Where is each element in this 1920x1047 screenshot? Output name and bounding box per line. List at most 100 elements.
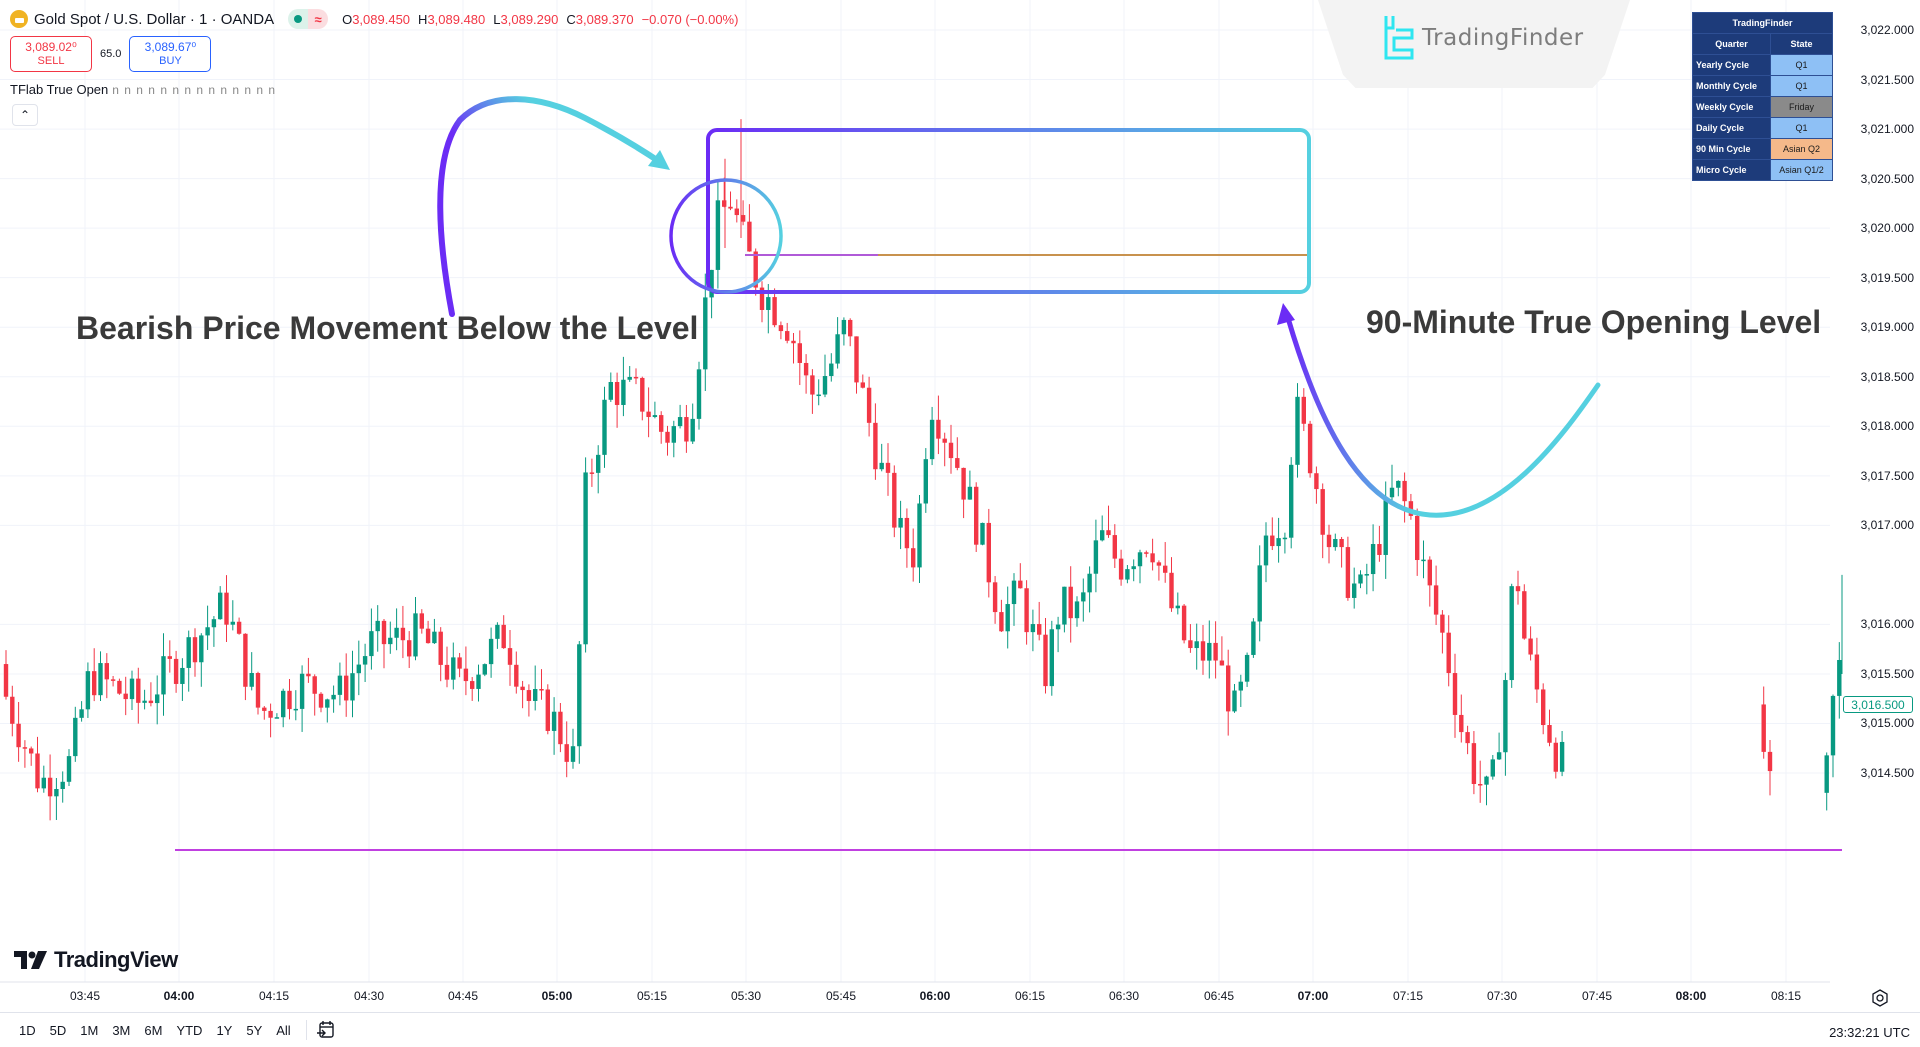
tradingfinder-cycle-table: TradingFinder Quarter State Yearly Cycle… bbox=[1692, 12, 1833, 181]
indicator-legend[interactable]: TFlab True Open n n n n n n n n n n n n … bbox=[10, 82, 276, 97]
utc-clock[interactable]: 23:32:21 UTC bbox=[1829, 1025, 1910, 1040]
range-button-all[interactable]: All bbox=[276, 1022, 291, 1038]
range-button-1y[interactable]: 1Y bbox=[216, 1022, 233, 1038]
table-header-quarter: Quarter bbox=[1692, 33, 1771, 55]
low-value: 3,089.290 bbox=[500, 11, 559, 27]
price-tick-label: 3,015.000 bbox=[1860, 716, 1914, 731]
price-tick-label: 3,015.500 bbox=[1860, 666, 1914, 681]
buy-label: BUY bbox=[159, 55, 182, 67]
price-tick-label: 3,021.500 bbox=[1860, 72, 1914, 87]
candlestick-series bbox=[3, 119, 1843, 821]
range-button-1m[interactable]: 1M bbox=[80, 1022, 99, 1038]
open-value: 3,089.450 bbox=[352, 11, 411, 27]
cycle-label: Weekly Cycle bbox=[1692, 96, 1771, 118]
cycle-label: Micro Cycle bbox=[1692, 159, 1771, 181]
date-range-buttons: 1D 5D 1M 3M 6M YTD 1Y 5Y All bbox=[0, 1023, 298, 1038]
chart-grid bbox=[0, 0, 1830, 983]
bottom-toolbar: 1D 5D 1M 3M 6M YTD 1Y 5Y All bbox=[0, 1012, 1920, 1047]
cycle-state: Asian Q2 bbox=[1770, 138, 1833, 160]
price-tick-label: 3,017.500 bbox=[1860, 468, 1914, 483]
cycle-state: Asian Q1/2 bbox=[1770, 159, 1833, 181]
time-tick-label: 06:30 bbox=[1108, 989, 1140, 1003]
sell-label: SELL bbox=[37, 55, 65, 67]
arrow-head-right-icon bbox=[1277, 303, 1295, 325]
highlight-rectangle[interactable] bbox=[706, 128, 1311, 294]
buy-price: 3,089.67⁰ bbox=[144, 40, 197, 54]
tradingview-wordmark: TradingView bbox=[54, 947, 178, 972]
cycle-state: Q1 bbox=[1770, 54, 1833, 76]
price-tick-label: 3,021.000 bbox=[1860, 122, 1914, 137]
time-tick-label: 08:15 bbox=[1770, 989, 1802, 1003]
range-button-3m[interactable]: 3M bbox=[112, 1022, 131, 1038]
table-row: Daily Cycle Q1 bbox=[1692, 117, 1833, 139]
tradingview-logo[interactable]: TradingView bbox=[14, 947, 178, 973]
symbol-header: Gold Spot / U.S. Dollar · 1 · OANDA ≈ O3… bbox=[10, 9, 738, 29]
arrow-head-left-icon bbox=[648, 150, 670, 170]
cycle-state: Q1 bbox=[1770, 75, 1833, 97]
cycle-label: Monthly Cycle bbox=[1692, 75, 1771, 97]
price-tick-label: 3,016.000 bbox=[1860, 617, 1914, 632]
market-status[interactable]: ≈ bbox=[288, 9, 329, 29]
annotation-arrow-left[interactable] bbox=[437, 96, 663, 317]
chart-settings-icon[interactable] bbox=[1870, 988, 1890, 1008]
range-button-5y[interactable]: 5Y bbox=[246, 1022, 263, 1038]
quick-trade-panel: 3,089.02⁰ SELL 65.0 3,089.67⁰ BUY bbox=[10, 36, 212, 72]
annotation-level-text[interactable]: 90-Minute True Opening Level bbox=[1366, 304, 1822, 340]
chevron-up-icon: ⌃ bbox=[19, 108, 31, 122]
table-row: Micro Cycle Asian Q1/2 bbox=[1692, 159, 1833, 181]
time-tick-label: 04:45 bbox=[447, 989, 479, 1003]
price-tick-label: 3,018.500 bbox=[1860, 369, 1914, 384]
price-tick-label: 3,018.000 bbox=[1860, 419, 1914, 434]
price-tick-label: 3,022.000 bbox=[1860, 23, 1914, 37]
table-row: Monthly Cycle Q1 bbox=[1692, 75, 1833, 97]
time-tick-label: 05:15 bbox=[636, 989, 668, 1003]
sell-price: 3,089.02⁰ bbox=[25, 40, 77, 54]
collapse-legend-button[interactable]: ⌃ bbox=[12, 104, 38, 126]
highlight-ellipse[interactable] bbox=[669, 178, 783, 294]
range-button-5d[interactable]: 5D bbox=[49, 1022, 67, 1038]
indicator-name[interactable]: TFlab True Open bbox=[10, 82, 109, 97]
price-tick-label: 3,017.000 bbox=[1860, 518, 1914, 533]
delayed-data-icon: ≈ bbox=[308, 9, 329, 29]
time-tick-label: 03:45 bbox=[69, 989, 101, 1003]
symbol-title[interactable]: Gold Spot / U.S. Dollar · 1 · OANDA bbox=[34, 10, 275, 28]
time-axis[interactable]: 03:45 04:00 04:15 04:30 04:45 05:00 05:15 05:30… bbox=[0, 985, 1830, 1009]
tradingfinder-brand-text: TradingFinder bbox=[1422, 25, 1584, 51]
time-tick-label: 05:30 bbox=[730, 989, 762, 1003]
range-button-6m[interactable]: 6M bbox=[144, 1022, 163, 1038]
buy-button[interactable]: 3,089.67⁰ BUY bbox=[129, 36, 212, 72]
table-row: Yearly Cycle Q1 bbox=[1692, 54, 1833, 76]
sell-button[interactable]: 3,089.02⁰ SELL bbox=[10, 36, 92, 72]
time-tick-label: 07:30 bbox=[1486, 989, 1518, 1003]
cycle-label: Yearly Cycle bbox=[1692, 54, 1771, 76]
time-tick-label: 04:30 bbox=[353, 989, 385, 1003]
gold-coin-icon bbox=[10, 10, 28, 28]
close-value: 3,089.370 bbox=[575, 11, 634, 27]
table-row: Weekly Cycle Friday bbox=[1692, 96, 1833, 118]
tradingfinder-logo-icon bbox=[1384, 16, 1414, 60]
tradingview-logo-icon bbox=[14, 951, 47, 969]
time-tick-label: 04:00 bbox=[163, 989, 195, 1003]
price-axis[interactable]: 3,022.000 3,021.500 3,021.000 3,020.500 3,02… bbox=[1830, 0, 1920, 1000]
table-title: TradingFinder bbox=[1692, 12, 1833, 34]
time-tick-label: 04:15 bbox=[258, 989, 290, 1003]
time-tick-label: 05:00 bbox=[541, 989, 573, 1003]
time-tick-label: 05:45 bbox=[825, 989, 857, 1003]
price-tick-label: 3,014.500 bbox=[1860, 766, 1914, 781]
last-price-tag: 3,016.500 bbox=[1843, 696, 1913, 713]
market-open-dot-icon bbox=[288, 9, 309, 29]
calendar-goto-icon[interactable] bbox=[315, 1019, 337, 1041]
range-button-ytd[interactable]: YTD bbox=[176, 1022, 203, 1038]
annotation-bearish-text[interactable]: Bearish Price Movement Below the Level bbox=[76, 310, 699, 346]
cycle-state: Q1 bbox=[1770, 117, 1833, 139]
spread-value: 65.0 bbox=[100, 48, 122, 60]
table-header-state: State bbox=[1770, 33, 1833, 55]
open-label: O bbox=[342, 11, 353, 27]
close-label: C bbox=[566, 11, 576, 27]
annotation-arrow-right[interactable] bbox=[1285, 315, 1601, 518]
time-tick-label: 07:45 bbox=[1581, 989, 1613, 1003]
high-label: H bbox=[418, 11, 428, 27]
range-button-1d[interactable]: 1D bbox=[19, 1022, 36, 1038]
